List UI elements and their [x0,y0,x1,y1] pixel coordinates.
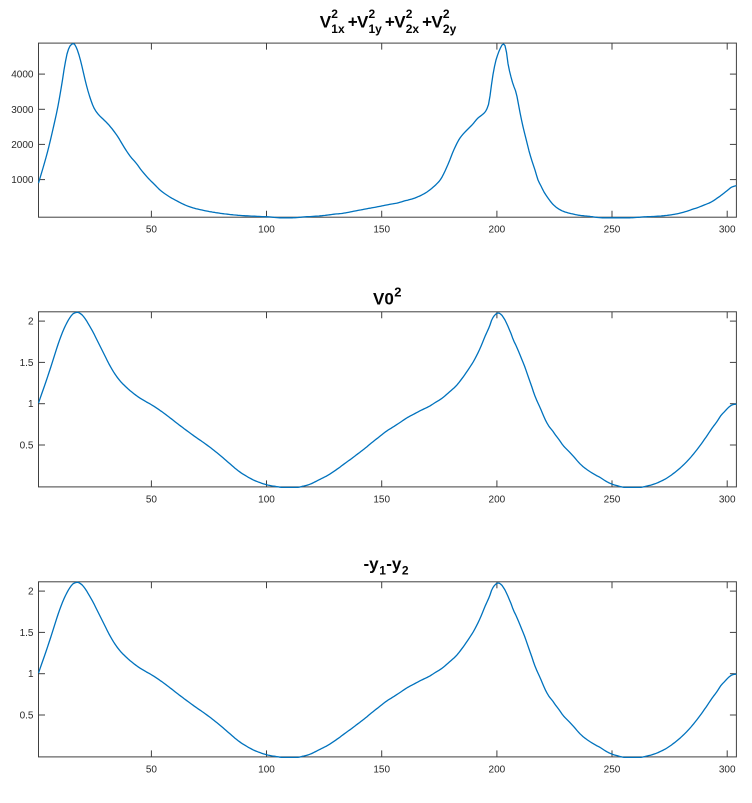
svg-text:50: 50 [146,764,158,775]
svg-text:+: + [422,12,432,31]
svg-text:250: 250 [604,225,621,236]
svg-text:300: 300 [719,494,736,505]
svg-text:-y: -y [386,555,402,574]
svg-text:150: 150 [373,225,390,236]
svg-text:100: 100 [258,764,275,775]
svg-text:4000: 4000 [11,70,34,81]
svg-text:1.5: 1.5 [20,358,34,369]
svg-text:2000: 2000 [11,140,34,151]
svg-text:2: 2 [28,587,34,598]
svg-text:300: 300 [719,225,736,236]
svg-text:V: V [431,12,443,31]
svg-text:2: 2 [394,284,401,299]
svg-text:1: 1 [28,669,34,680]
svg-text:1: 1 [379,564,386,578]
svg-text:2: 2 [443,7,450,21]
svg-text:2: 2 [331,7,338,21]
svg-text:1y: 1y [369,22,383,36]
svg-text:250: 250 [604,764,621,775]
svg-text:2: 2 [369,7,376,21]
svg-text:1.5: 1.5 [20,628,34,639]
svg-text:V0: V0 [373,289,394,308]
svg-text:200: 200 [489,764,506,775]
svg-text:V: V [320,12,332,31]
svg-text:2x: 2x [406,22,420,36]
svg-text:2: 2 [28,317,34,328]
svg-text:250: 250 [604,494,621,505]
svg-text:1000: 1000 [11,175,34,186]
svg-text:300: 300 [719,764,736,775]
svg-text:1: 1 [28,399,34,410]
svg-text:200: 200 [489,494,506,505]
svg-text:100: 100 [258,225,275,236]
svg-text:2y: 2y [443,22,457,36]
svg-text:1x: 1x [331,22,345,36]
svg-text:+: + [348,12,358,31]
svg-text:+: + [385,12,395,31]
svg-text:50: 50 [146,225,158,236]
svg-text:50: 50 [146,494,158,505]
svg-text:2: 2 [402,564,409,578]
svg-text:0.5: 0.5 [20,441,34,452]
svg-text:200: 200 [489,225,506,236]
svg-text:2: 2 [406,7,413,21]
svg-text:0.5: 0.5 [20,711,34,722]
svg-text:3000: 3000 [11,105,34,116]
svg-text:V: V [394,12,406,31]
svg-text:V: V [357,12,369,31]
svg-text:100: 100 [258,494,275,505]
svg-text:150: 150 [373,764,390,775]
svg-text:150: 150 [373,494,390,505]
svg-text:-y: -y [364,555,380,574]
